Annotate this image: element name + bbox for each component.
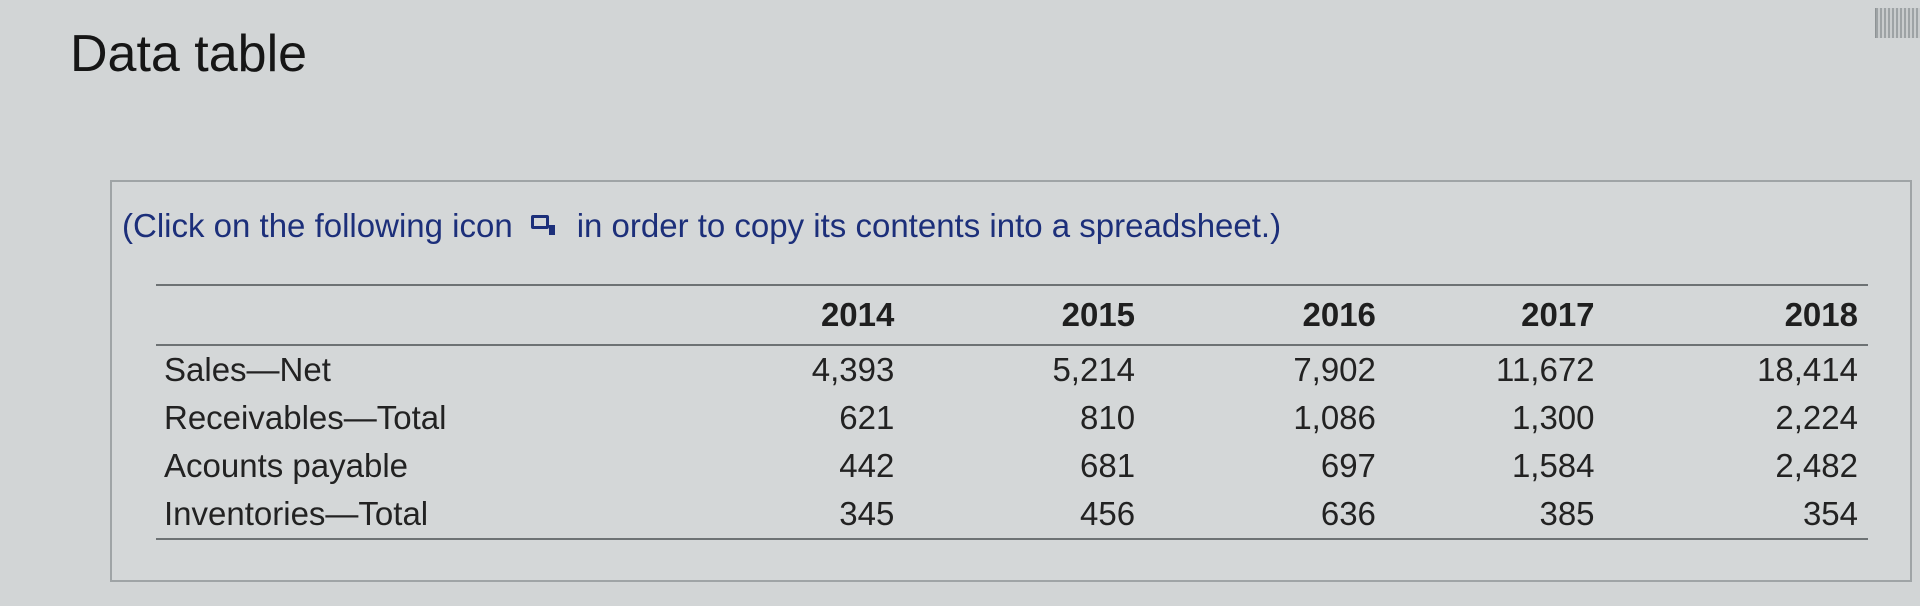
- row-label-receivables-total: Receivables—Total: [164, 399, 447, 436]
- instruction-text-before: (Click on the following icon: [122, 207, 513, 244]
- instruction-text-after: in order to copy its contents into a spr…: [576, 207, 1282, 244]
- row-label-inventories-total: Inventories—Total: [164, 495, 429, 532]
- cell-value: 11,672: [1496, 351, 1595, 388]
- page-title: Data table: [70, 25, 308, 83]
- cell-value: 810: [1079, 399, 1136, 436]
- window-corner-handle[interactable]: [1875, 8, 1920, 38]
- column-header-2015: 2015: [1061, 296, 1136, 333]
- row-label-sales-net: Sales—Net: [164, 351, 331, 388]
- table-row: Inventories—Total 345 456 636 385 354: [156, 490, 1868, 539]
- cell-value: 697: [1320, 447, 1376, 484]
- cell-value: 354: [1802, 495, 1858, 532]
- row-label-accounts-payable: Acounts payable: [164, 447, 409, 484]
- cell-value: 1,086: [1293, 399, 1376, 436]
- cell-value: 4,393: [811, 351, 895, 388]
- header-label-cell: [156, 285, 604, 345]
- table-row: Receivables—Total 621 810 1,086 1,300 2,…: [156, 394, 1868, 442]
- cell-value: 621: [839, 399, 895, 436]
- table-row: Sales—Net 4,393 5,214 7,902 11,672 18,41…: [156, 345, 1868, 394]
- data-table-panel: (Click on the following icon in order to …: [110, 180, 1912, 582]
- cell-value: 442: [839, 447, 895, 484]
- cell-value: 385: [1539, 495, 1595, 532]
- column-header-2017: 2017: [1521, 296, 1595, 333]
- table-row: Acounts payable 442 681 697 1,584 2,482: [156, 442, 1868, 490]
- table-header-row: 2014 2015 2016 2017 2018: [156, 285, 1868, 345]
- cell-value: 1,584: [1511, 447, 1595, 484]
- cell-value: 1,300: [1511, 399, 1595, 436]
- cell-value: 636: [1320, 495, 1376, 532]
- financial-data-table: 2014 2015 2016 2017 2018 Sales—Net 4,393…: [156, 284, 1868, 540]
- cell-value: 18,414: [1757, 351, 1858, 388]
- cell-value: 2,482: [1775, 447, 1858, 484]
- cell-value: 5,214: [1052, 351, 1136, 388]
- copy-instruction: (Click on the following icon in order to …: [122, 206, 1281, 246]
- cell-value: 681: [1079, 447, 1136, 484]
- column-header-2014: 2014: [820, 296, 895, 333]
- column-header-2016: 2016: [1302, 296, 1376, 333]
- cell-value: 345: [839, 495, 895, 532]
- cell-value: 7,902: [1293, 351, 1376, 388]
- cell-value: 2,224: [1775, 399, 1858, 436]
- cell-value: 456: [1079, 495, 1136, 532]
- copy-to-spreadsheet-icon[interactable]: [527, 211, 563, 241]
- column-header-2018: 2018: [1784, 296, 1858, 333]
